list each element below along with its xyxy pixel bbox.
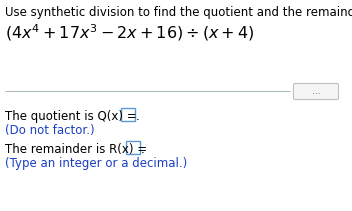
FancyBboxPatch shape bbox=[121, 108, 135, 121]
Text: (Do not factor.): (Do not factor.) bbox=[5, 124, 95, 137]
Text: ...: ... bbox=[312, 87, 320, 96]
Text: The quotient is Q(x) =: The quotient is Q(x) = bbox=[5, 110, 140, 123]
Text: Use synthetic division to find the quotient and the remainder.: Use synthetic division to find the quoti… bbox=[5, 6, 352, 19]
Text: .: . bbox=[136, 110, 140, 123]
Text: $\left(4x^4 + 17x^3 - 2x + 16\right) \div \left(x + 4\right)$: $\left(4x^4 + 17x^3 - 2x + 16\right) \di… bbox=[5, 22, 254, 43]
Text: The remainder is R(x) =: The remainder is R(x) = bbox=[5, 143, 151, 156]
FancyBboxPatch shape bbox=[294, 84, 339, 100]
Text: .: . bbox=[141, 143, 145, 156]
FancyBboxPatch shape bbox=[126, 141, 140, 154]
Text: (Type an integer or a decimal.): (Type an integer or a decimal.) bbox=[5, 157, 187, 170]
